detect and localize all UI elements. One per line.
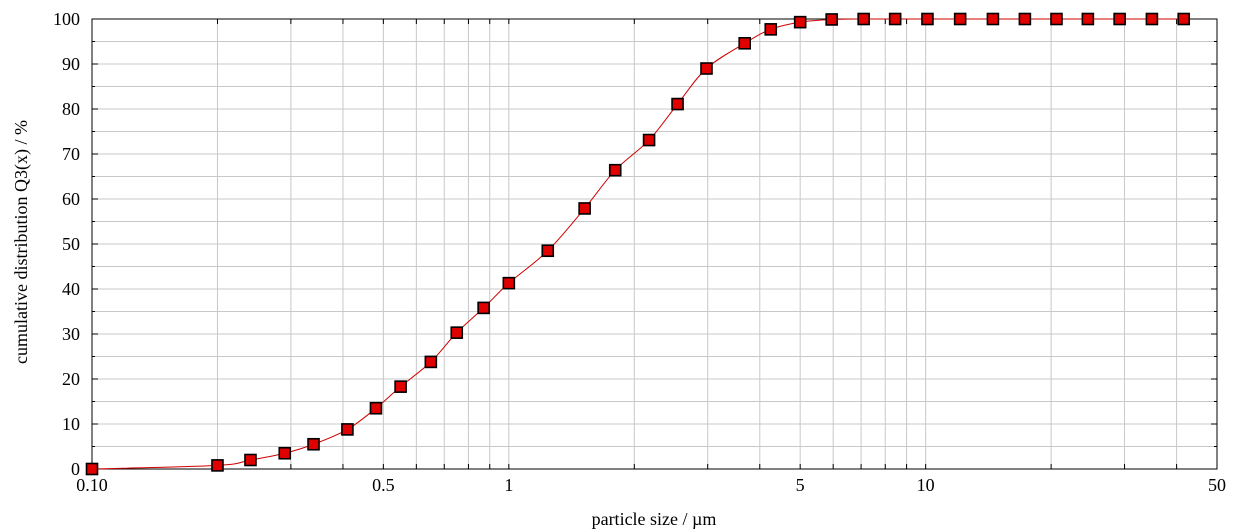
x-tick-label: 10 [917, 475, 935, 495]
y-axis-tick-labels: 0 10 20 30 40 50 60 70 80 90 100 [53, 9, 80, 479]
data-point [857, 12, 870, 26]
y-tick-label: 90 [62, 54, 80, 74]
x-tick-label: 50 [1208, 475, 1226, 495]
plot-frame [91, 18, 1218, 470]
x-axis-tick-labels: 0.10 0.5 1 5 10 50 [76, 475, 1226, 495]
data-point [85, 462, 99, 476]
data-point [244, 453, 257, 467]
data-point [642, 133, 656, 147]
data-point [394, 380, 407, 393]
y-tick-label: 30 [62, 324, 80, 344]
data-point [700, 62, 713, 75]
y-tick-label: 100 [53, 9, 80, 29]
x-tick-label: 0.5 [372, 475, 395, 495]
data-point [764, 23, 778, 36]
data-point [541, 244, 555, 258]
data-point [307, 437, 320, 451]
x-tick-label: 0.10 [76, 475, 108, 495]
data-point [578, 202, 591, 215]
y-axis-title: cumulative distribution Q3(x) / % [11, 120, 32, 364]
data-point [424, 355, 438, 369]
grid [91, 18, 1218, 470]
data-point [1081, 12, 1095, 26]
y-tick-label: 20 [62, 369, 80, 389]
data-point [921, 12, 934, 26]
data-point [502, 276, 516, 290]
data-point [671, 97, 684, 111]
data-point [369, 401, 383, 415]
y-tick-label: 50 [62, 234, 80, 254]
data-point [278, 446, 292, 460]
data-point [793, 15, 807, 29]
data-point [1145, 12, 1159, 26]
data-point [953, 12, 967, 26]
y-tick-label: 80 [62, 99, 80, 119]
y-tick-label: 10 [62, 414, 80, 434]
data-point [825, 13, 838, 26]
data-point [888, 12, 902, 26]
data-markers [85, 12, 1191, 476]
data-point [341, 423, 354, 436]
y-tick-label: 0 [71, 459, 80, 479]
data-point [1113, 12, 1126, 26]
y-tick-label: 40 [62, 279, 80, 299]
x-tick-label: 5 [796, 475, 805, 495]
data-point [1018, 12, 1032, 26]
x-axis-title: particle size / µm [592, 509, 717, 529]
data-point [1050, 12, 1063, 26]
data-point [450, 326, 464, 339]
y-tick-label: 70 [62, 144, 80, 164]
data-point [211, 459, 224, 472]
data-point [477, 301, 490, 315]
data-point [986, 12, 1000, 26]
data-point [738, 36, 751, 50]
y-tick-label: 60 [62, 189, 80, 209]
data-point [608, 163, 622, 177]
x-tick-label: 1 [504, 475, 513, 495]
data-point [1177, 12, 1191, 26]
